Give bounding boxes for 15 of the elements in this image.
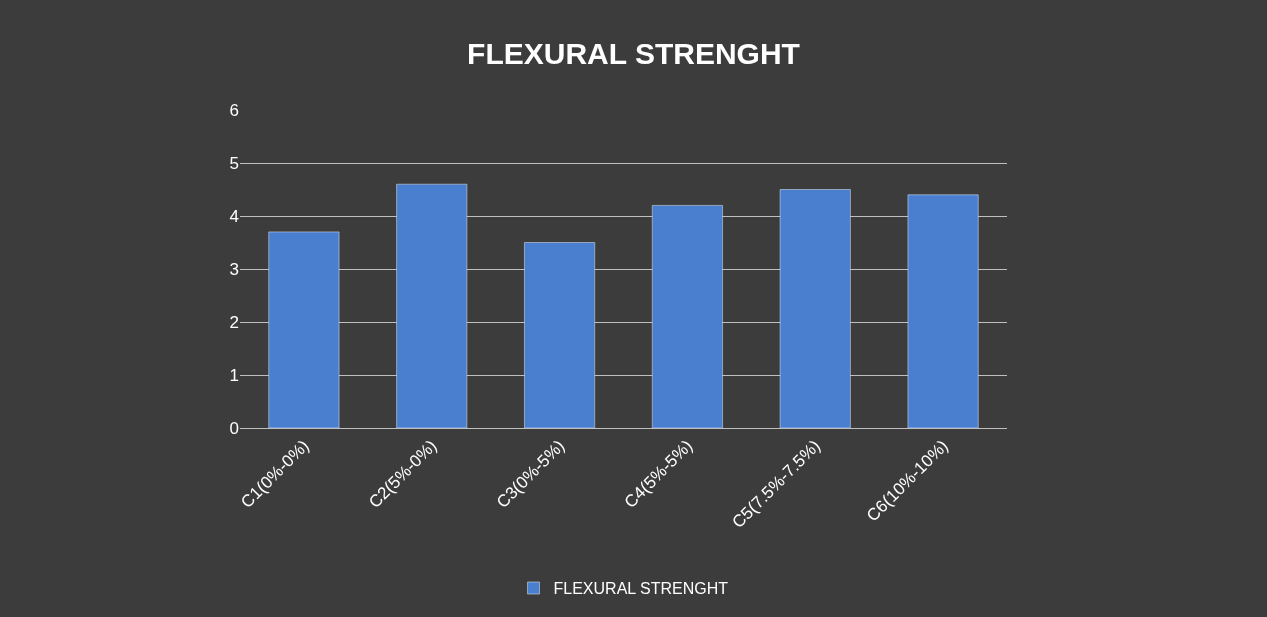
legend-label: FLEXURAL STRENGHT: [553, 580, 729, 598]
y-tick-label: 3: [229, 259, 239, 279]
y-tick-label: 4: [229, 206, 239, 226]
bar: [268, 231, 340, 428]
y-tick-label: 6: [229, 100, 239, 120]
y-tick-label: 5: [229, 153, 239, 173]
y-tick-label: 1: [229, 365, 239, 385]
bar: [652, 205, 723, 428]
bar: [907, 194, 979, 428]
y-tick-label: 0: [229, 418, 239, 438]
chart-title: FLEXURAL STRENGHT: [467, 37, 800, 71]
bar: [779, 189, 851, 428]
bar: [524, 242, 595, 428]
y-tick-label: 2: [229, 312, 239, 332]
bar: [396, 183, 468, 428]
